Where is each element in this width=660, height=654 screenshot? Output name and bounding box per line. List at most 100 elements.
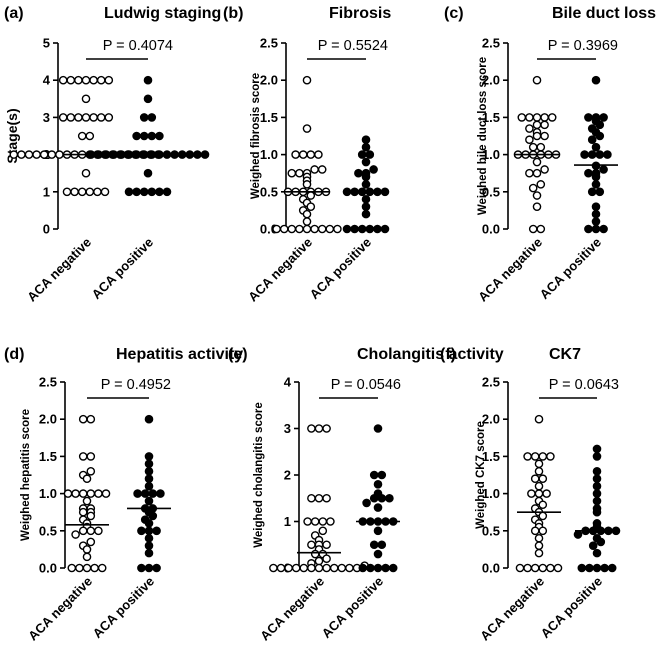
data-point <box>148 511 158 521</box>
data-point <box>287 168 297 178</box>
data-point <box>97 563 107 573</box>
data-point <box>525 168 534 178</box>
x-category-label: ACA negative <box>25 574 95 644</box>
data-point <box>94 526 103 536</box>
data-point <box>66 113 76 122</box>
x-category-label: ACA negative <box>257 574 327 644</box>
data-point <box>365 150 375 159</box>
panel-title: Fibrosis <box>329 5 391 22</box>
data-point <box>540 131 549 141</box>
data-point <box>530 526 540 536</box>
data-point <box>101 150 111 159</box>
data-point <box>81 168 91 178</box>
data-point <box>350 224 359 234</box>
data-point <box>540 113 549 122</box>
data-point <box>342 224 352 234</box>
data-point <box>94 489 103 498</box>
data-point <box>585 563 594 573</box>
data-point <box>595 120 605 130</box>
y-tick-label: 2.5 <box>39 375 57 390</box>
data-point <box>310 224 319 234</box>
data-point <box>295 168 304 178</box>
data-point <box>592 563 602 573</box>
data-point <box>538 563 548 573</box>
data-point <box>532 191 542 200</box>
data-point <box>377 540 387 550</box>
data-point <box>530 563 540 573</box>
data-point <box>144 496 154 506</box>
y-tick-label: 1.5 <box>39 449 57 464</box>
data-point <box>587 150 597 159</box>
x-category-label: ACA positive <box>319 574 386 641</box>
x-category-label: ACA positive <box>90 574 157 641</box>
x-category-label: ACA positive <box>538 574 605 641</box>
data-point <box>101 489 111 498</box>
data-point <box>361 209 371 219</box>
data-point <box>78 507 88 517</box>
data-point <box>577 563 587 573</box>
data-point <box>584 224 593 234</box>
data-point <box>39 150 49 159</box>
data-point <box>144 519 154 528</box>
data-point <box>147 131 157 141</box>
data-point <box>523 452 532 461</box>
data-point <box>361 142 371 152</box>
data-point <box>373 224 382 234</box>
data-point <box>306 150 316 159</box>
data-point <box>534 548 544 558</box>
data-point <box>592 548 602 558</box>
data-point <box>82 545 92 554</box>
data-point <box>144 563 154 573</box>
data-point <box>100 187 110 197</box>
data-point <box>532 120 542 130</box>
data-point <box>63 489 73 498</box>
data-point <box>47 150 57 159</box>
data-point <box>591 209 601 219</box>
p-value-label: P = 0.0643 <box>549 377 619 393</box>
data-point <box>77 187 87 197</box>
data-point <box>67 563 77 573</box>
data-point <box>369 493 379 503</box>
data-point <box>86 526 96 536</box>
data-point <box>373 479 383 489</box>
data-point <box>530 452 540 461</box>
y-tick-label: 2 <box>284 468 291 483</box>
data-point <box>591 202 601 211</box>
data-point <box>82 496 92 506</box>
x-category-label: ACA positive <box>537 235 604 302</box>
data-point <box>358 563 368 573</box>
data-point <box>532 131 542 141</box>
data-point <box>599 224 608 234</box>
data-point <box>592 496 602 506</box>
data-point <box>279 224 289 234</box>
data-point <box>534 489 544 498</box>
panel-label: (a) <box>4 5 24 22</box>
data-point <box>547 113 557 122</box>
data-point <box>152 526 161 536</box>
data-point <box>377 493 387 503</box>
y-tick-label: 3 <box>43 110 50 125</box>
data-point <box>144 533 154 543</box>
data-point <box>139 131 149 141</box>
y-tick-label: 0.5 <box>482 184 500 199</box>
data-point <box>542 489 551 498</box>
data-point <box>94 150 103 159</box>
data-point <box>132 131 141 141</box>
data-point <box>86 414 96 424</box>
data-point <box>78 526 88 536</box>
data-point <box>538 511 548 521</box>
panel-a: (a)Ludwig staging012345Stage(s)ACA negat… <box>4 5 221 305</box>
data-point <box>591 172 601 182</box>
data-point <box>592 489 602 498</box>
data-point <box>314 150 323 159</box>
data-point <box>333 224 342 234</box>
y-axis-label: Weighed bile duct loss score <box>477 57 489 215</box>
data-point <box>357 224 367 234</box>
data-point <box>592 444 602 454</box>
y-tick-label: 1.0 <box>482 486 500 501</box>
p-value-label: P = 0.4952 <box>101 377 171 393</box>
data-point <box>329 563 339 573</box>
panel-title: CK7 <box>549 346 581 363</box>
data-point <box>177 150 187 159</box>
data-point <box>155 187 164 197</box>
